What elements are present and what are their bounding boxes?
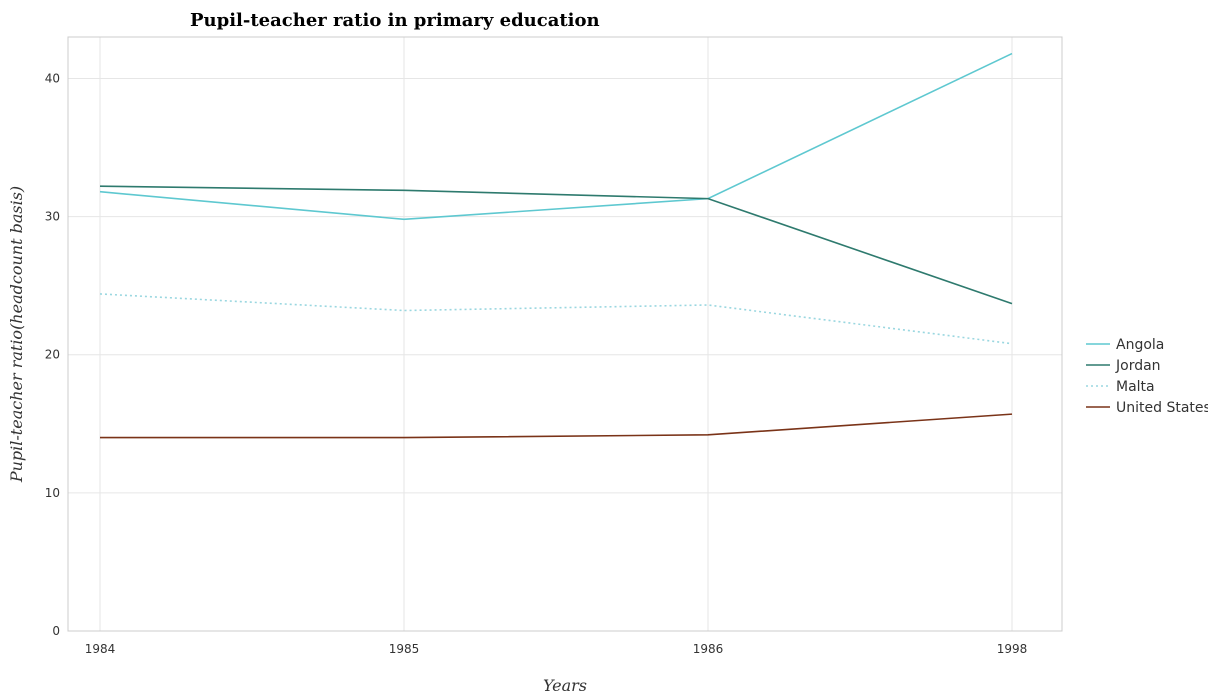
legend-label: Jordan — [1115, 358, 1161, 374]
x-tick-label: 1985 — [389, 642, 420, 656]
y-tick-label: 40 — [45, 71, 60, 85]
legend-label: Angola — [1116, 337, 1164, 353]
legend: Angola Jordan Malta United States — [1086, 337, 1208, 416]
plot-frame — [67, 36, 1063, 632]
series-line-malta — [99, 293, 1013, 345]
y-axis-label: Pupil-teacher ratio(headcount basis) — [7, 186, 26, 483]
y-tick-label: 20 — [45, 348, 60, 362]
x-axis-label: Years — [543, 676, 587, 695]
series-lines — [99, 52, 1013, 439]
x-axis-ticks: 1984 1985 1986 1998 — [85, 642, 1028, 656]
legend-label: Malta — [1116, 379, 1155, 395]
y-tick-label: 30 — [45, 210, 60, 224]
x-tick-label: 1984 — [85, 642, 116, 656]
x-tick-label: 1998 — [997, 642, 1028, 656]
series-line-jordan — [99, 185, 1013, 305]
legend-label: United States — [1116, 400, 1208, 416]
y-tick-label: 10 — [45, 486, 60, 500]
y-tick-label: 0 — [52, 624, 60, 638]
y-axis-ticks: 0 10 20 30 40 — [45, 71, 60, 638]
series-line-united-states — [100, 413, 1013, 439]
chart-title: Pupil-teacher ratio in primary education — [190, 10, 600, 31]
series-line-angola — [99, 52, 1013, 221]
grid-lines — [68, 37, 1062, 632]
x-tick-label: 1986 — [693, 642, 724, 656]
